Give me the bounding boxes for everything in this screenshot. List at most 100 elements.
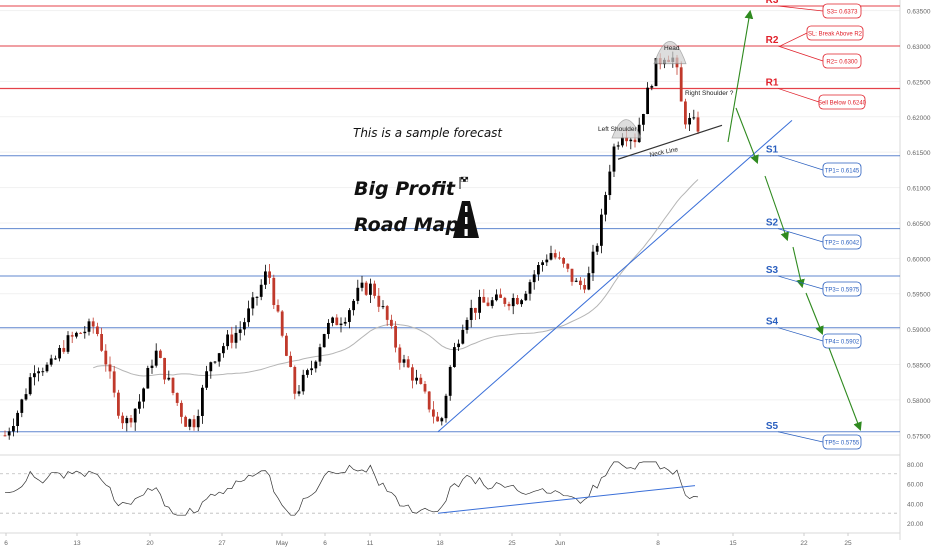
time-tick-label: 18 xyxy=(436,540,444,547)
tag-connector-s5 xyxy=(777,431,824,443)
forecast-note: This is a sample forecast xyxy=(353,126,503,140)
tag-s1-text: TP1= 0.6145 xyxy=(825,169,860,175)
candle-body xyxy=(490,300,494,306)
price-tick-label: 0.57500 xyxy=(907,433,931,440)
candle-body xyxy=(322,334,326,348)
candle-body xyxy=(205,371,208,388)
candle-body xyxy=(406,359,410,368)
tag-r2-text: R2= 0.6300 xyxy=(826,60,858,66)
candle-body xyxy=(280,311,284,336)
rsi-line xyxy=(4,461,699,516)
candle-body xyxy=(532,274,536,283)
forecast-arrow-4 xyxy=(805,292,824,336)
candle-body xyxy=(75,332,78,337)
candle-body xyxy=(511,297,515,307)
candle-body xyxy=(146,367,150,389)
candle-body xyxy=(377,295,381,307)
candle-body xyxy=(16,412,19,427)
candle-body xyxy=(117,392,120,416)
candle-body xyxy=(196,415,200,428)
neck-line xyxy=(617,124,723,160)
candle-body xyxy=(520,300,523,305)
candle-body xyxy=(348,310,351,322)
tag-connector-s1 xyxy=(777,155,824,171)
candle-body xyxy=(688,117,691,125)
level-label-r1: R1 xyxy=(766,77,779,88)
candle-body xyxy=(289,355,292,367)
candle-body xyxy=(545,259,549,263)
candle-body xyxy=(553,253,557,258)
candle-body xyxy=(58,347,61,359)
candle-body xyxy=(301,374,305,392)
forecast-arrow-1 xyxy=(735,107,759,165)
candle-body xyxy=(285,335,288,356)
tag-connector-s3 xyxy=(777,275,824,290)
candle-body xyxy=(444,395,448,419)
left-shoulder-arc xyxy=(611,119,642,139)
candle-body xyxy=(33,373,36,378)
candle-body xyxy=(579,280,582,286)
price-tick-label: 0.58000 xyxy=(907,398,931,405)
candle-body xyxy=(696,117,700,132)
candle-body xyxy=(482,296,486,303)
candle-body xyxy=(369,283,372,295)
candle-body xyxy=(272,277,276,306)
candle-body xyxy=(201,387,204,416)
candle-body xyxy=(79,332,82,334)
rsi-tick-label: 80.00 xyxy=(907,462,924,469)
candle-body xyxy=(541,262,544,266)
candle-body xyxy=(507,303,511,307)
candle-body xyxy=(163,357,166,380)
candle-body xyxy=(600,214,603,246)
candle-body xyxy=(159,350,162,358)
forecast-arrow-5 xyxy=(825,339,862,432)
rising-trend-line xyxy=(437,119,793,433)
candle-body xyxy=(54,358,57,360)
candle-body xyxy=(440,418,444,422)
price-tick-label: 0.61000 xyxy=(907,186,931,193)
candle-body xyxy=(373,283,376,296)
candle-body xyxy=(41,371,45,373)
pattern-label-2: Right Shoulder ? xyxy=(685,90,734,97)
candle-body xyxy=(591,251,595,274)
candle-body xyxy=(91,321,95,327)
candle-body xyxy=(499,294,502,298)
candle-body xyxy=(448,366,452,396)
candle-body xyxy=(138,401,141,409)
time-tick-label: Jun xyxy=(555,540,566,547)
candle-body xyxy=(558,257,561,259)
tag-sl-text: SL: Break Above R2 xyxy=(808,32,863,38)
candle-body xyxy=(7,431,11,436)
tag-s4-text: TP4= 0.5902 xyxy=(825,340,860,346)
candle-body xyxy=(129,418,133,423)
candle-body xyxy=(570,268,574,282)
candle-body xyxy=(390,319,393,326)
candle-body xyxy=(549,253,553,260)
candle-body xyxy=(469,307,473,320)
level-label-s5: S5 xyxy=(766,421,779,432)
rsi-tick-label: 60.00 xyxy=(907,482,924,489)
price-tick-label: 0.58500 xyxy=(907,363,931,370)
candle-body xyxy=(70,335,74,337)
candle-body xyxy=(612,146,616,172)
candle-body xyxy=(394,325,397,348)
head-arc xyxy=(653,41,687,65)
time-tick-label: 25 xyxy=(508,540,516,547)
tag-connector-sl xyxy=(779,32,808,47)
candle-body xyxy=(385,306,389,320)
candle-body xyxy=(213,361,217,363)
candle-body xyxy=(175,392,179,403)
candle-body xyxy=(654,58,658,87)
candle-body xyxy=(238,329,242,333)
candle-body xyxy=(154,350,158,366)
candle-body xyxy=(427,391,431,410)
candle-body xyxy=(415,377,418,381)
candle-body xyxy=(495,294,498,301)
candle-body xyxy=(339,323,343,326)
candle-body xyxy=(528,282,532,294)
candle-body xyxy=(503,297,507,304)
time-tick-label: 22 xyxy=(800,540,808,547)
time-tick-label: 15 xyxy=(729,540,737,547)
price-tick-label: 0.62000 xyxy=(907,115,931,122)
